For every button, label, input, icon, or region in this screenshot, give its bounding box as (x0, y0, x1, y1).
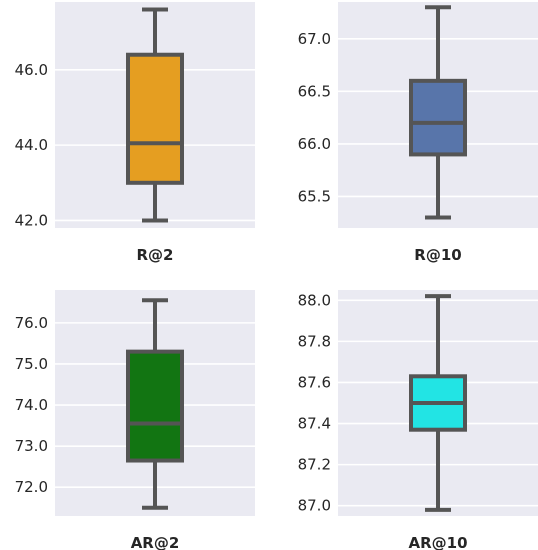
y-tick-label: 73.0 (15, 437, 48, 455)
y-tick-label: 67.0 (298, 30, 331, 48)
y-tick-label: 42.0 (15, 211, 48, 229)
y-tick-label: 87.6 (298, 373, 331, 391)
y-tick-label: 66.0 (298, 135, 331, 153)
y-tick-label: 46.0 (15, 61, 48, 79)
x-axis-label: R@2 (137, 246, 174, 264)
y-tick-label: 72.0 (15, 478, 48, 496)
y-tick-label: 87.8 (298, 332, 331, 350)
y-tick-label: 74.0 (15, 396, 48, 414)
x-axis-label: AR@2 (131, 534, 180, 550)
y-tick-label: 88.0 (298, 291, 331, 309)
subplot-3: 72.0 73.0 74.0 75.0 76.0 AR@2 (15, 290, 255, 550)
box-iqr (126, 349, 184, 463)
x-axis-label: AR@10 (408, 534, 467, 550)
y-tick-label: 87.4 (298, 415, 331, 433)
subplot-4: 87.0 87.2 87.4 87.6 87.8 88.0 AR@10 (298, 290, 538, 550)
box-iqr (126, 52, 184, 185)
y-tick-label: 87.2 (298, 456, 331, 474)
y-tick-label: 66.5 (298, 82, 331, 100)
y-tick-label: 75.0 (15, 355, 48, 373)
box-iqr (409, 78, 467, 157)
x-axis-label: R@10 (414, 246, 461, 264)
y-tick-label: 76.0 (15, 314, 48, 332)
y-tick-label: 87.0 (298, 497, 331, 515)
y-tick-label: 44.0 (15, 136, 48, 154)
y-tick-label: 65.5 (298, 187, 331, 205)
subplot-2: 65.5 66.0 66.5 67.0 R@10 (298, 2, 538, 264)
subplot-1: 42.0 44.0 46.0 R@2 (15, 2, 255, 264)
